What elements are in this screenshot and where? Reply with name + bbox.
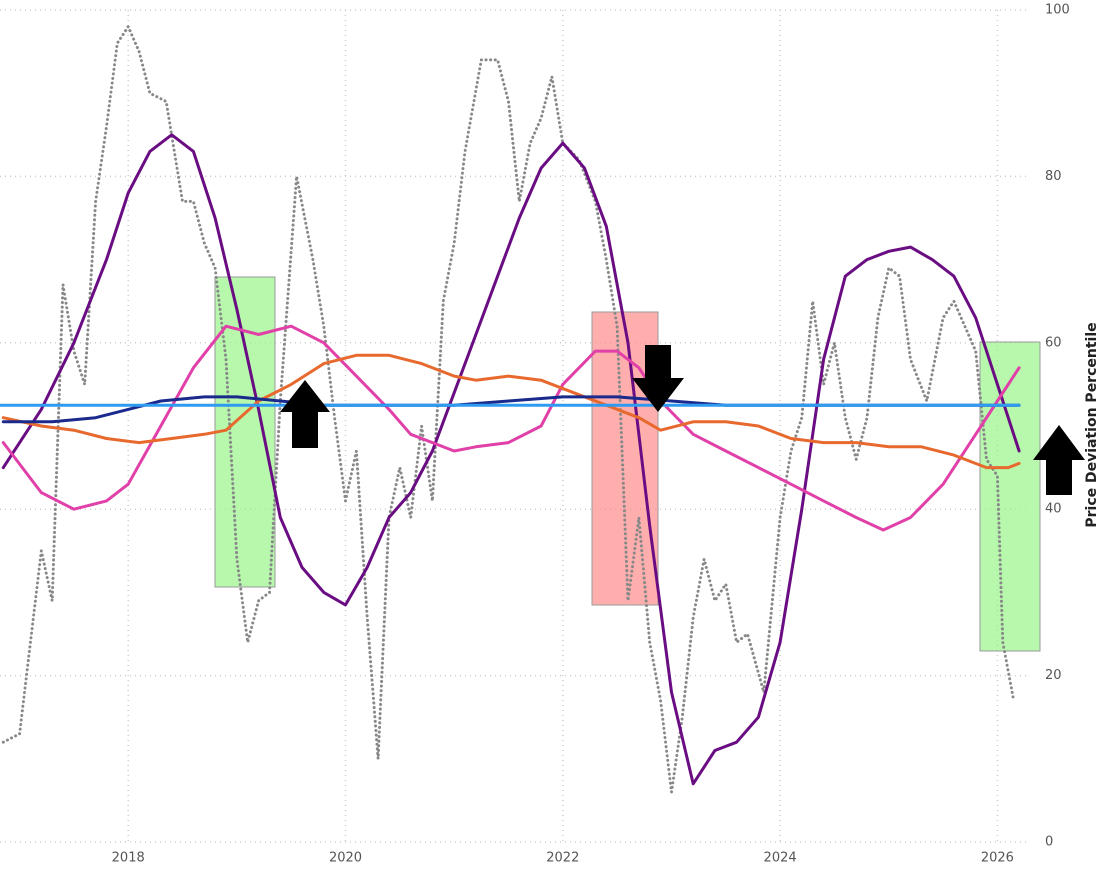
lines (0, 25, 1021, 794)
y-tick-label: 40 (1045, 502, 1062, 517)
trend-line (1, 353, 1021, 470)
y-tick-label: 100 (1045, 3, 1070, 18)
y-tick-label: 80 (1045, 169, 1062, 184)
arrows (280, 345, 1085, 495)
up-arrow (1033, 425, 1085, 495)
grid (0, 9, 1030, 843)
x-tick-label: 2020 (329, 851, 362, 866)
price-line (1, 25, 1016, 794)
trend-line (1, 324, 1021, 532)
y-tick-label: 20 (1045, 668, 1062, 683)
y-tick-label: 0 (1045, 835, 1053, 850)
buy-zone (979, 341, 1041, 652)
x-tick-label: 2022 (546, 851, 579, 866)
x-tick-label: 2018 (112, 851, 145, 866)
y-axis-title: Price Deviation Percentile (1084, 322, 1100, 527)
up-arrow (280, 380, 330, 448)
trend-line (1, 133, 1021, 786)
x-tick-label: 2024 (764, 851, 797, 866)
down-arrow (632, 345, 684, 412)
y-tick-label: 60 (1045, 335, 1062, 350)
x-tick-label: 2026 (981, 851, 1014, 866)
